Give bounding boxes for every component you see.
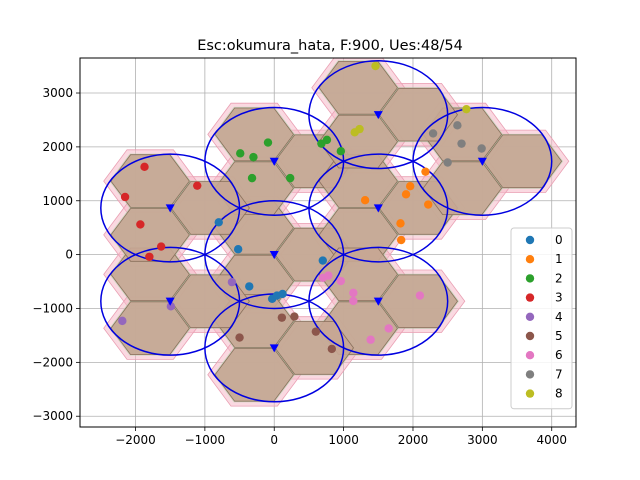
user-point-2 [247, 173, 257, 183]
user-point-0 [318, 256, 327, 265]
user-point-8 [355, 124, 364, 134]
user-point-2 [336, 146, 346, 156]
base-station-marker [269, 344, 279, 353]
legend-label-7: 7 [555, 367, 563, 381]
user-point-3 [120, 192, 130, 202]
user-point-0 [245, 282, 254, 291]
base-station-marker [165, 204, 175, 213]
user-point-7 [443, 158, 452, 167]
legend-marker-5 [525, 331, 535, 341]
user-point-2 [263, 138, 273, 147]
user-point-6 [384, 324, 393, 333]
user-point-5 [290, 312, 299, 321]
user-point-4 [227, 277, 237, 287]
user-point-5 [311, 327, 321, 336]
x-tick-label: 3000 [467, 433, 498, 447]
user-point-7 [477, 144, 486, 153]
base-station-marker [373, 297, 383, 306]
user-point-1 [360, 196, 370, 205]
user-point-8 [462, 104, 471, 114]
user-point-2 [249, 152, 258, 162]
legend: 0 1 2 3 4 5 6 7 8 [510, 227, 573, 410]
x-tick-label: 1000 [328, 433, 359, 447]
y-tick-label: 1000 [42, 194, 73, 208]
y-tick-label: 0 [65, 248, 73, 262]
base-station-marker [373, 204, 383, 213]
user-point-5 [235, 333, 244, 342]
plot-frame [79, 57, 577, 428]
user-point-2 [322, 135, 332, 145]
user-point-1 [406, 182, 415, 191]
user-point-3 [156, 242, 166, 251]
user-point-6 [336, 276, 346, 286]
legend-marker-1 [525, 255, 535, 264]
user-point-6 [349, 288, 358, 298]
legend-marker-8 [525, 389, 535, 398]
user-point-5 [327, 344, 337, 354]
y-tick-label: 3000 [42, 86, 73, 100]
legend-label-1: 1 [555, 252, 563, 266]
y-tick-label: 2000 [42, 140, 73, 154]
legend-label-4: 4 [555, 310, 563, 324]
chart-title: Esc:okumura_hata, F:900, Ues:48/54 [197, 38, 463, 54]
legend-marker-3 [525, 293, 535, 302]
user-point-4 [166, 302, 176, 311]
user-point-3 [145, 252, 154, 261]
user-point-6 [349, 296, 358, 306]
x-tick-label: −1000 [185, 433, 226, 447]
legend-label-8: 8 [555, 387, 563, 401]
user-point-1 [396, 235, 406, 245]
user-point-6 [415, 291, 425, 300]
legend-marker-0 [525, 235, 535, 245]
legend-marker-4 [525, 312, 535, 321]
user-point-6 [324, 271, 333, 280]
user-point-1 [396, 219, 405, 228]
legend-label-6: 6 [555, 348, 563, 362]
user-point-3 [140, 162, 149, 172]
user-point-2 [236, 149, 245, 158]
x-tick-label: 2000 [398, 433, 429, 447]
user-point-3 [193, 181, 202, 190]
user-point-5 [277, 313, 287, 322]
legend-label-3: 3 [555, 291, 563, 305]
y-tick-label: −2000 [32, 355, 73, 369]
user-point-0 [272, 291, 282, 300]
base-station-marker [269, 157, 279, 166]
user-point-0 [233, 245, 243, 254]
legend-label-0: 0 [555, 233, 563, 247]
user-point-1 [401, 190, 411, 199]
user-point-7 [428, 129, 438, 138]
base-station-marker [269, 251, 279, 260]
coverage-circle [308, 60, 449, 170]
user-point-2 [285, 173, 295, 183]
coverage-circle [100, 246, 241, 356]
legend-label-2: 2 [555, 271, 563, 285]
user-point-3 [136, 220, 145, 229]
legend-box [510, 227, 573, 410]
legend-marker-6 [525, 351, 535, 360]
base-station-marker [165, 297, 175, 306]
legend-marker-2 [525, 274, 535, 283]
y-tick-label: −1000 [32, 301, 73, 315]
base-station-marker [477, 157, 487, 166]
legend-label-5: 5 [555, 329, 563, 343]
user-point-7 [457, 139, 466, 148]
axes: −2000 −1000 0 1000 2000 3000 4000 −3000 −2000 −10… [32, 86, 567, 447]
user-point-1 [424, 200, 433, 209]
y-tick-label: −3000 [32, 409, 73, 423]
legend-marker-7 [525, 370, 535, 379]
user-point-4 [118, 316, 127, 326]
base-station-marker [373, 111, 383, 120]
user-point-6 [366, 335, 375, 344]
plot-area [100, 58, 570, 407]
x-tick-label: 4000 [536, 433, 567, 447]
coverage-circle [100, 153, 241, 263]
user-point-0 [214, 218, 223, 227]
user-point-1 [421, 167, 430, 176]
x-tick-label: −2000 [115, 433, 156, 447]
user-point-8 [371, 61, 380, 71]
x-tick-label: 0 [270, 433, 278, 447]
user-point-7 [453, 121, 462, 130]
